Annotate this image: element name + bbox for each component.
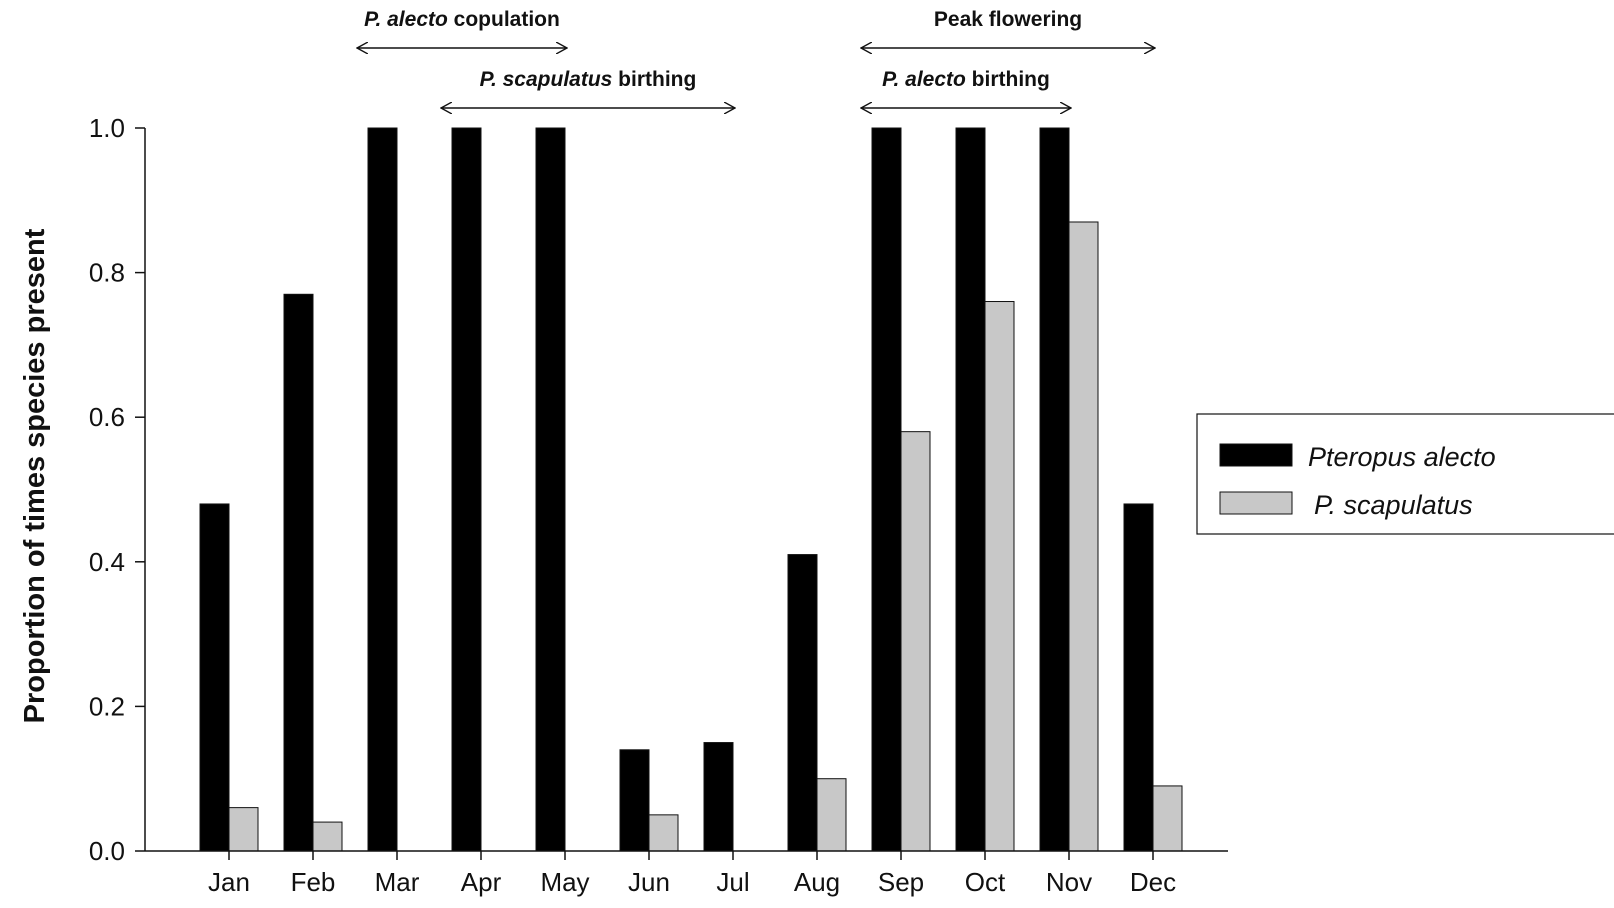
legend-label: P. scapulatus [1314,490,1473,520]
x-tick-label: Mar [375,867,420,897]
annotation-label: P. scapulatus birthing [480,68,697,91]
bar-pteropus-alecto [451,127,482,852]
x-tick-label: Apr [461,867,502,897]
bar-p-scapulatus [900,431,931,852]
bar-pteropus-alecto [283,293,314,852]
y-tick-label: 0.4 [89,547,125,577]
y-tick-label: 0.8 [89,258,125,288]
y-tick-label: 1.0 [89,113,125,143]
annotation-label-italic: P. scapulatus [480,68,613,91]
bar-p-scapulatus [648,814,679,852]
annotation-label-italic: P. alecto [364,8,448,31]
axes: 0.0 0.2 0.4 0.6 0.8 1.0 Jan Feb Mar Apr May Jun Jul A… [89,113,1228,897]
bar-p-scapulatus [1152,785,1183,852]
y-tick-label: 0.2 [89,691,125,721]
x-tick-label: Jan [208,867,250,897]
legend: Pteropus alecto P. scapulatus [1196,413,1614,535]
y-axis-title: Proportion of times species present [19,228,51,723]
x-tick-label: Jun [628,867,670,897]
bar-p-scapulatus [984,301,1015,852]
x-tick-label: Oct [965,867,1006,897]
bar-pteropus-alecto [703,742,734,852]
x-tick-label: Nov [1046,867,1092,897]
x-tick-label: Dec [1130,867,1176,897]
bar-pteropus-alecto [955,127,986,852]
bar-pteropus-alecto [367,127,398,852]
legend-swatch [1219,491,1293,515]
bar-pteropus-alecto [871,127,902,852]
x-tick-label: May [540,867,589,897]
annotation-label-text: Peak flowering [934,8,1082,31]
bar-pteropus-alecto [1039,127,1070,852]
annotation-label: P. alecto birthing [882,68,1050,91]
annotation-label: Peak flowering [934,8,1082,31]
annotation-label-text: birthing [966,68,1050,91]
bar-pteropus-alecto [199,503,230,852]
x-tick-label: Jul [716,867,749,897]
annotation-label: P. alecto copulation [364,8,560,31]
annotation-label-text: birthing [612,68,696,91]
bars [199,127,1183,852]
y-tick-label: 0.0 [89,836,125,866]
legend-label: Pteropus alecto [1308,442,1496,472]
bar-pteropus-alecto [535,127,566,852]
bar-pteropus-alecto [1123,503,1154,852]
annotation-label-text: copulation [448,8,560,31]
bar-pteropus-alecto [619,749,650,852]
bar-p-scapulatus [816,778,847,852]
bar-p-scapulatus [312,821,343,852]
annotation-label-italic: P. alecto [882,68,966,91]
y-tick-label: 0.6 [89,402,125,432]
bar-p-scapulatus [1068,221,1099,852]
x-tick-label: Sep [878,867,924,897]
x-tick-label: Aug [794,867,840,897]
bar-p-scapulatus [228,807,259,852]
legend-swatch [1219,443,1293,467]
annotations: P. alecto copulation Peak flowering P. sca… [357,8,1155,108]
bar-pteropus-alecto [787,554,818,852]
x-tick-label: Feb [291,867,336,897]
